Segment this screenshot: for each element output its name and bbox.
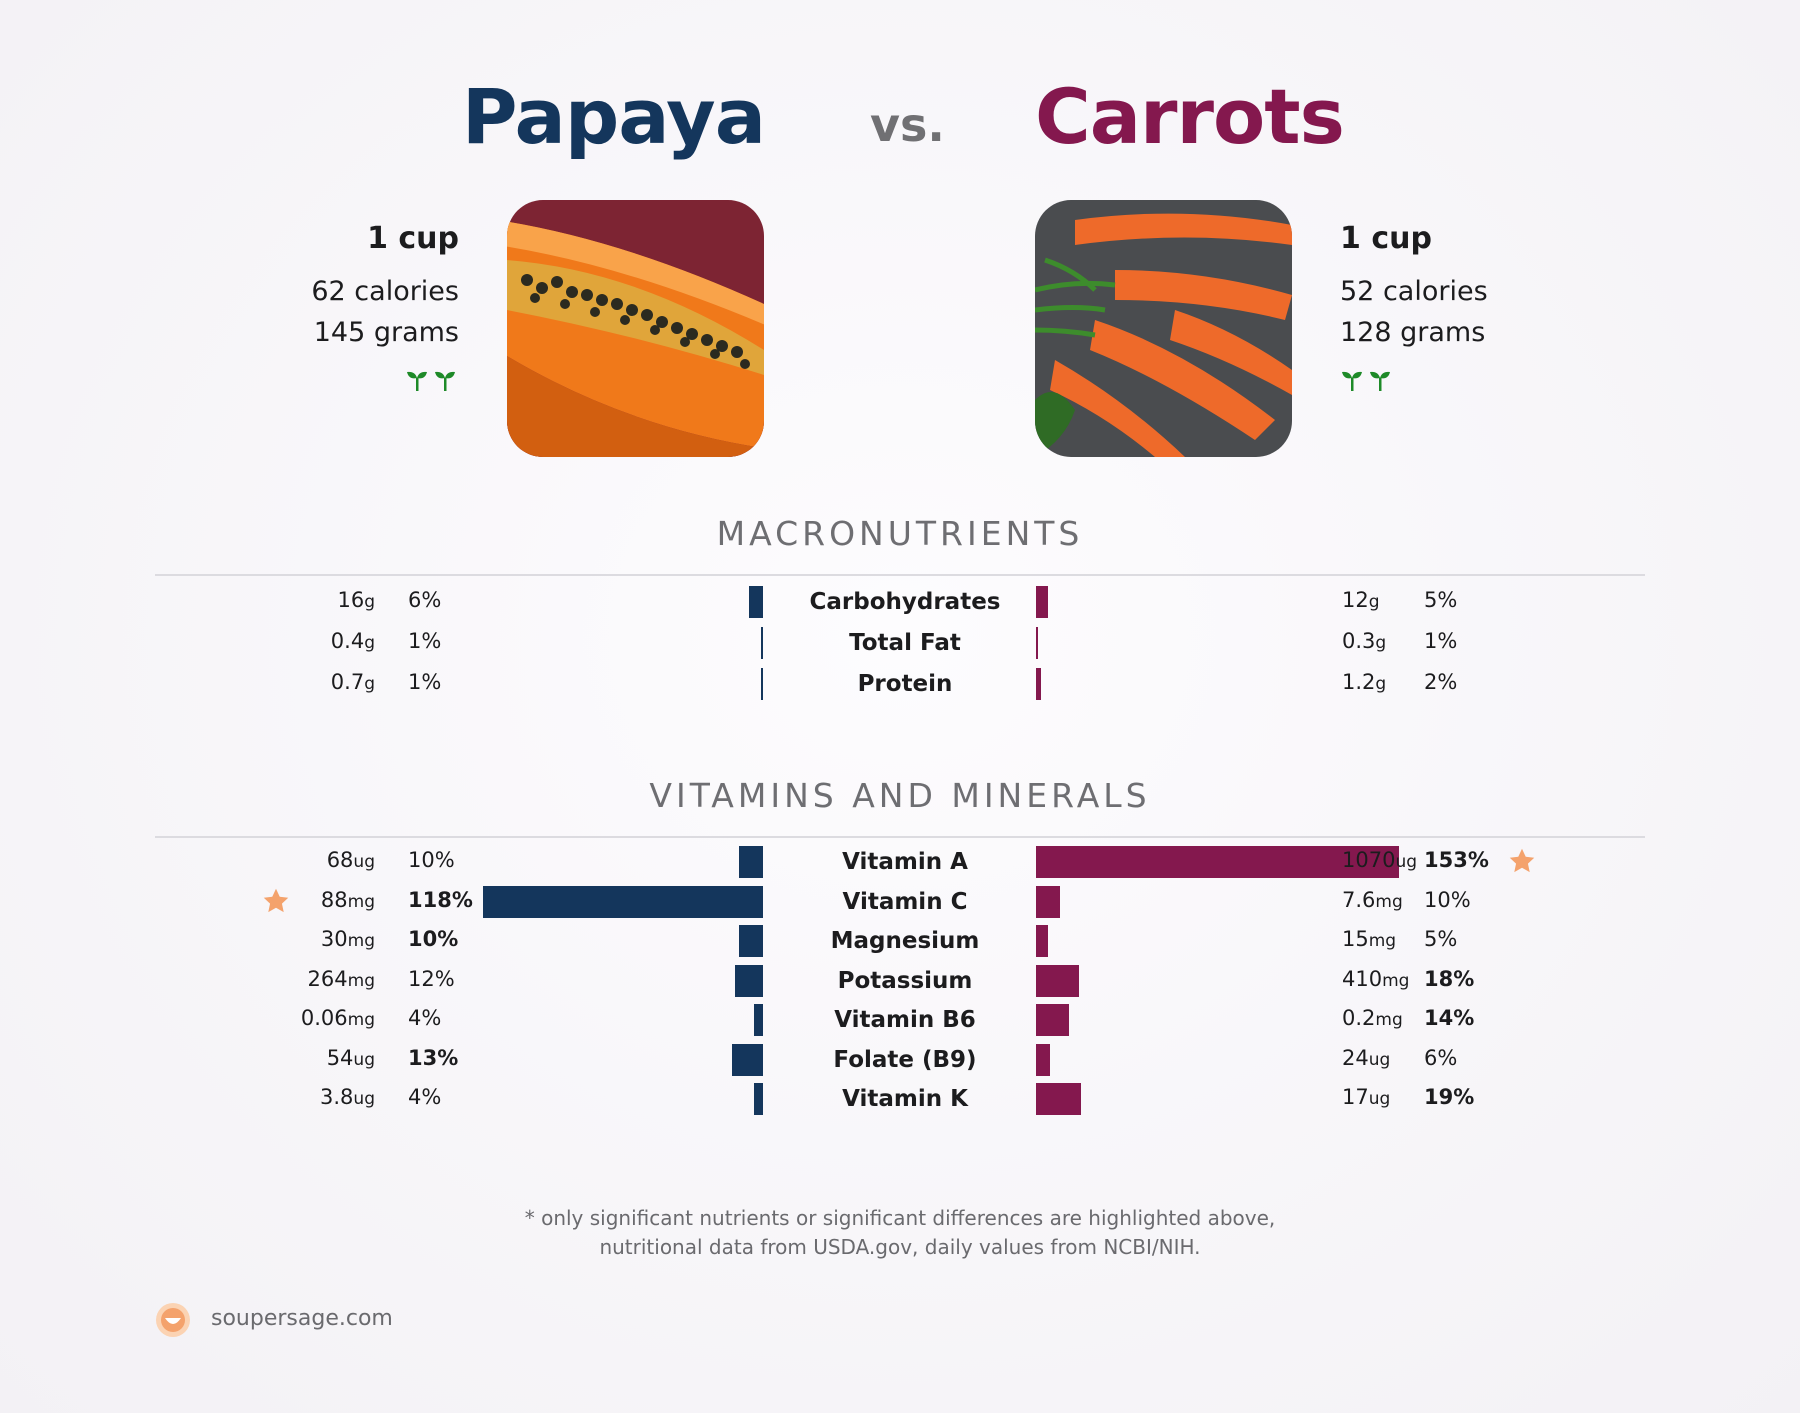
- right-bar: [1036, 1043, 1051, 1076]
- vitamins-divider: [155, 836, 1645, 838]
- right-amount: 12g: [1342, 588, 1380, 612]
- right-percent: 14%: [1424, 1006, 1475, 1030]
- carrots-photo: [1035, 200, 1292, 457]
- left-bar: [748, 586, 763, 618]
- right-percent: 5%: [1424, 927, 1458, 951]
- left-amount: 0.06mg: [300, 1006, 375, 1030]
- right-amount: 24ug: [1342, 1045, 1391, 1070]
- nutrient-label: Vitamin K: [842, 1086, 968, 1112]
- footnote-line-2: nutritional data from USDA.gov, daily va…: [599, 1235, 1201, 1259]
- left-bar: [739, 925, 763, 957]
- right-percent: 2%: [1424, 670, 1458, 694]
- left-percent: 13%: [408, 1045, 459, 1070]
- right-portion: 1 cup: [1340, 221, 1432, 256]
- left-food-title: Papaya: [461, 72, 766, 161]
- left-amount: 88mg: [320, 887, 375, 912]
- right-percent: 6%: [1424, 1045, 1458, 1070]
- nutrient-label: Protein: [857, 671, 953, 697]
- brand[interactable]: soupersage.com: [155, 1303, 393, 1337]
- right-amount: 0.3g: [1342, 629, 1387, 653]
- left-amount: 3.8ug: [320, 1085, 375, 1109]
- right-bar: [1036, 1004, 1070, 1036]
- nutrient-label: Total Fat: [849, 630, 961, 656]
- footnote: * only significant nutrients or signific…: [0, 1204, 1800, 1262]
- left-grams: 145 grams: [313, 317, 459, 348]
- right-bar: [1036, 846, 1399, 878]
- right-percent: 10%: [1424, 887, 1471, 912]
- left-amount: 264mg: [307, 966, 375, 991]
- right-bar: [1036, 925, 1048, 957]
- left-percent: 4%: [408, 1085, 442, 1109]
- right-percent: 1%: [1424, 629, 1458, 653]
- nutrient-label: Magnesium: [830, 928, 980, 954]
- left-bar: [734, 964, 763, 997]
- right-amount: 410mg: [1342, 966, 1410, 991]
- vs-label: vs.: [870, 98, 945, 152]
- left-amount: 30mg: [320, 927, 375, 951]
- right-amount: 1.2g: [1342, 670, 1387, 694]
- left-bar: [483, 885, 763, 918]
- footnote-line-1: * only significant nutrients or signific…: [524, 1206, 1276, 1230]
- left-bar: [732, 1043, 763, 1076]
- left-percent: 10%: [408, 927, 459, 951]
- macronutrients-divider: [155, 574, 1645, 576]
- left-bar: [753, 1004, 763, 1036]
- left-amount: 0.7g: [330, 670, 375, 694]
- nutrient-label: Potassium: [837, 967, 973, 994]
- right-bar: [1036, 668, 1041, 700]
- right-bar: [1036, 1083, 1082, 1115]
- nutrient-label: Vitamin B6: [834, 1007, 976, 1033]
- right-bar: [1036, 627, 1039, 659]
- right-food-info: 1 cup 52 calories 128 grams: [1340, 218, 1488, 404]
- nutrient-label: Vitamin C: [842, 888, 968, 915]
- vitamins-heading: VITAMINS AND MINERALS: [649, 776, 1151, 815]
- left-amount: 0.4g: [330, 629, 375, 653]
- vegan-sprout-icon: [1340, 363, 1488, 404]
- right-amount: 0.2mg: [1342, 1006, 1403, 1030]
- right-percent: 18%: [1424, 966, 1475, 991]
- left-amount: 68ug: [326, 848, 375, 872]
- left-portion: 1 cup: [367, 221, 459, 256]
- left-percent: 4%: [408, 1006, 442, 1030]
- left-percent: 10%: [408, 848, 455, 872]
- right-calories: 52 calories: [1340, 276, 1488, 307]
- right-amount: 15mg: [1342, 927, 1397, 951]
- left-calories: 62 calories: [311, 276, 459, 307]
- left-percent: 1%: [408, 629, 442, 653]
- left-percent: 1%: [408, 670, 442, 694]
- soupersage-logo-icon: [155, 1302, 191, 1344]
- right-grams: 128 grams: [1340, 317, 1486, 348]
- right-amount: 1070ug: [1342, 848, 1418, 872]
- nutrient-label: Carbohydrates: [809, 589, 1001, 615]
- left-food-info: 1 cup 62 calories 145 grams: [311, 218, 459, 404]
- brand-text[interactable]: soupersage.com: [211, 1306, 393, 1331]
- papaya-photo: [507, 200, 764, 457]
- left-percent: 6%: [408, 588, 442, 612]
- left-bar: [760, 627, 763, 659]
- right-bar: [1036, 586, 1048, 618]
- right-food-title: Carrots: [1035, 72, 1345, 161]
- left-percent: 118%: [408, 887, 473, 912]
- right-amount: 7.6mg: [1342, 887, 1403, 912]
- right-percent: 153%: [1424, 848, 1489, 872]
- macronutrients-heading: MACRONUTRIENTS: [716, 514, 1084, 553]
- right-bar: [1036, 964, 1079, 997]
- nutrient-label: Folate (B9): [833, 1046, 977, 1073]
- right-percent: 19%: [1424, 1085, 1475, 1109]
- nutrient-label: Vitamin A: [842, 849, 968, 875]
- left-bar: [753, 1083, 763, 1115]
- right-star-icon: [1508, 847, 1536, 879]
- right-percent: 5%: [1424, 588, 1458, 612]
- vegan-sprout-icon: [311, 363, 459, 404]
- right-amount: 17ug: [1342, 1085, 1391, 1109]
- right-bar: [1036, 885, 1060, 918]
- left-amount: 16g: [337, 588, 375, 612]
- left-amount: 54ug: [326, 1045, 375, 1070]
- left-star-icon: [262, 887, 290, 919]
- left-bar: [739, 846, 763, 878]
- left-bar: [760, 668, 763, 700]
- left-percent: 12%: [408, 966, 455, 991]
